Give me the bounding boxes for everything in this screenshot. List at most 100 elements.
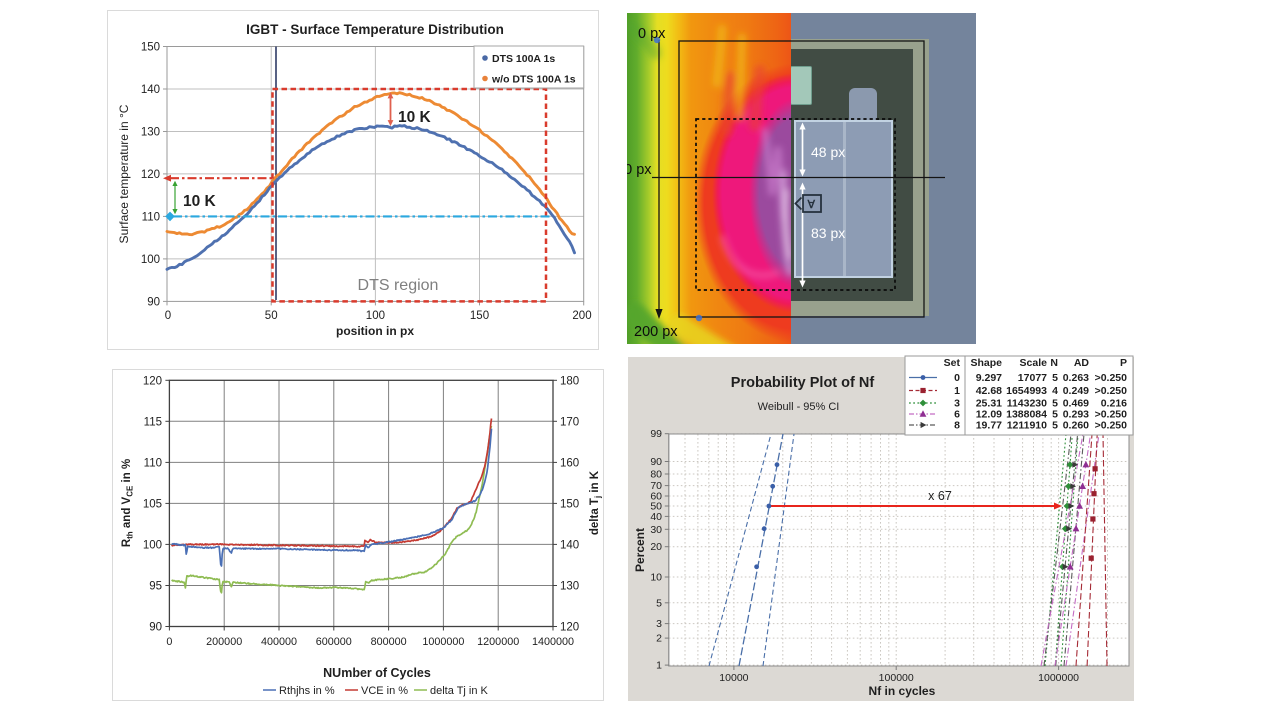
svg-text:110: 110 [144,457,162,469]
svg-text:50: 50 [265,310,278,322]
svg-text:N: N [1050,357,1058,369]
svg-text:100: 100 [366,310,385,322]
svg-text:150: 150 [560,498,579,510]
svg-text:40: 40 [650,511,662,523]
svg-text:>0.250: >0.250 [1095,385,1128,397]
svg-text:100: 100 [141,254,160,266]
svg-text:Nf in cycles: Nf in cycles [869,684,936,698]
svg-text:0.216: 0.216 [1101,398,1127,410]
svg-text:2: 2 [656,633,662,645]
svg-text:Scale: Scale [1020,357,1048,369]
svg-text:90: 90 [149,622,162,634]
svg-text:DTS 100A 1s: DTS 100A 1s [492,53,555,65]
svg-text:Rthjhs in %: Rthjhs in % [279,685,335,697]
svg-text:delta Tj in K: delta Tj in K [430,685,489,697]
svg-text:100 px: 100 px [627,162,652,178]
svg-text:170: 170 [560,416,579,428]
svg-text:160: 160 [560,457,579,469]
svg-text:VCE in %: VCE in % [361,685,408,697]
svg-text:>0.250: >0.250 [1095,420,1128,432]
svg-text:100: 100 [143,539,162,551]
svg-text:1654993: 1654993 [1006,385,1047,397]
svg-text:110: 110 [142,211,160,223]
svg-text:x 67: x 67 [928,489,952,503]
svg-text:delta Tj in K: delta Tj in K [589,470,603,535]
svg-text:60: 60 [650,491,662,503]
svg-text:83 px: 83 px [811,225,845,241]
svg-text:150: 150 [141,42,160,54]
svg-text:130: 130 [141,127,160,139]
svg-text:42.68: 42.68 [976,385,1002,397]
svg-text:99: 99 [650,428,662,440]
svg-text:6: 6 [954,409,960,421]
svg-text:90: 90 [650,456,662,468]
svg-text:20: 20 [650,541,662,553]
svg-text:>0.250: >0.250 [1095,372,1128,384]
svg-text:Surface temperature in °C: Surface temperature in °C [117,104,131,243]
svg-text:0.293: 0.293 [1063,409,1089,421]
svg-text:AD: AD [1074,357,1090,369]
svg-text:Probability Plot of Nf: Probability Plot of Nf [731,375,875,391]
svg-text:10 K: 10 K [398,109,432,126]
svg-text:Shape: Shape [970,357,1002,369]
svg-text:8: 8 [954,420,960,432]
svg-text:1211910: 1211910 [1007,420,1047,432]
svg-text:30: 30 [650,524,662,536]
svg-text:120: 120 [143,375,162,387]
svg-text:0.249: 0.249 [1063,385,1089,397]
svg-text:1000000: 1000000 [1038,672,1079,684]
svg-text:5: 5 [1052,372,1058,384]
svg-text:NUmber of Cycles: NUmber of Cycles [323,666,431,680]
svg-text:12.09: 12.09 [976,409,1002,421]
svg-text:0: 0 [165,310,171,322]
svg-text:4: 4 [1052,385,1058,397]
svg-text:80: 80 [650,469,662,481]
svg-text:1143230: 1143230 [1007,398,1047,410]
svg-text:10 K: 10 K [183,193,217,210]
svg-text:10: 10 [650,572,662,584]
svg-text:5: 5 [1052,409,1058,421]
svg-text:25.31: 25.31 [976,398,1002,410]
svg-text:0: 0 [954,372,960,384]
svg-text:130: 130 [560,581,579,593]
svg-text:95: 95 [149,581,162,593]
svg-text:400000: 400000 [261,636,297,648]
svg-text:90: 90 [147,296,160,308]
svg-text:19.77: 19.77 [976,420,1002,432]
svg-text:50: 50 [650,501,662,513]
svg-text:200 px: 200 px [634,324,678,340]
svg-text:Weibull - 95% CI: Weibull - 95% CI [758,401,840,413]
svg-text:10000: 10000 [719,672,748,684]
svg-text:115: 115 [144,416,162,428]
svg-text:5: 5 [1052,420,1058,432]
svg-text:0 px: 0 px [638,26,666,42]
svg-text:180: 180 [560,375,579,387]
svg-text:1000000: 1000000 [422,636,464,648]
svg-text:120: 120 [560,622,579,634]
svg-text:200000: 200000 [206,636,242,648]
svg-text:0: 0 [166,636,172,648]
svg-text:1200000: 1200000 [477,636,519,648]
svg-text:5: 5 [656,597,662,609]
svg-text:∀: ∀ [807,199,816,211]
svg-text:Percent: Percent [633,528,647,572]
svg-text:1388084: 1388084 [1006,409,1047,421]
svg-text:0.263: 0.263 [1063,372,1089,384]
svg-text:IGBT - Surface Temperature Dis: IGBT - Surface Temperature Distribution [246,22,504,37]
svg-text:Rth and VCE in %: Rth and VCE in % [121,459,135,547]
svg-text:1: 1 [656,660,662,672]
svg-text:140: 140 [141,84,160,96]
svg-text:3: 3 [954,398,960,410]
svg-text:5: 5 [1052,398,1058,410]
svg-text:P: P [1120,357,1127,369]
svg-text:9.297: 9.297 [976,372,1002,384]
svg-text:3: 3 [656,618,662,630]
svg-text:0.469: 0.469 [1063,398,1089,410]
svg-text:105: 105 [143,498,162,510]
svg-text:100000: 100000 [879,672,914,684]
svg-text:800000: 800000 [371,636,407,648]
svg-text:w/o DTS 100A 1s: w/o DTS 100A 1s [491,74,576,86]
svg-text:140: 140 [560,539,579,551]
svg-text:150: 150 [470,310,489,322]
svg-text:Set: Set [944,357,961,369]
